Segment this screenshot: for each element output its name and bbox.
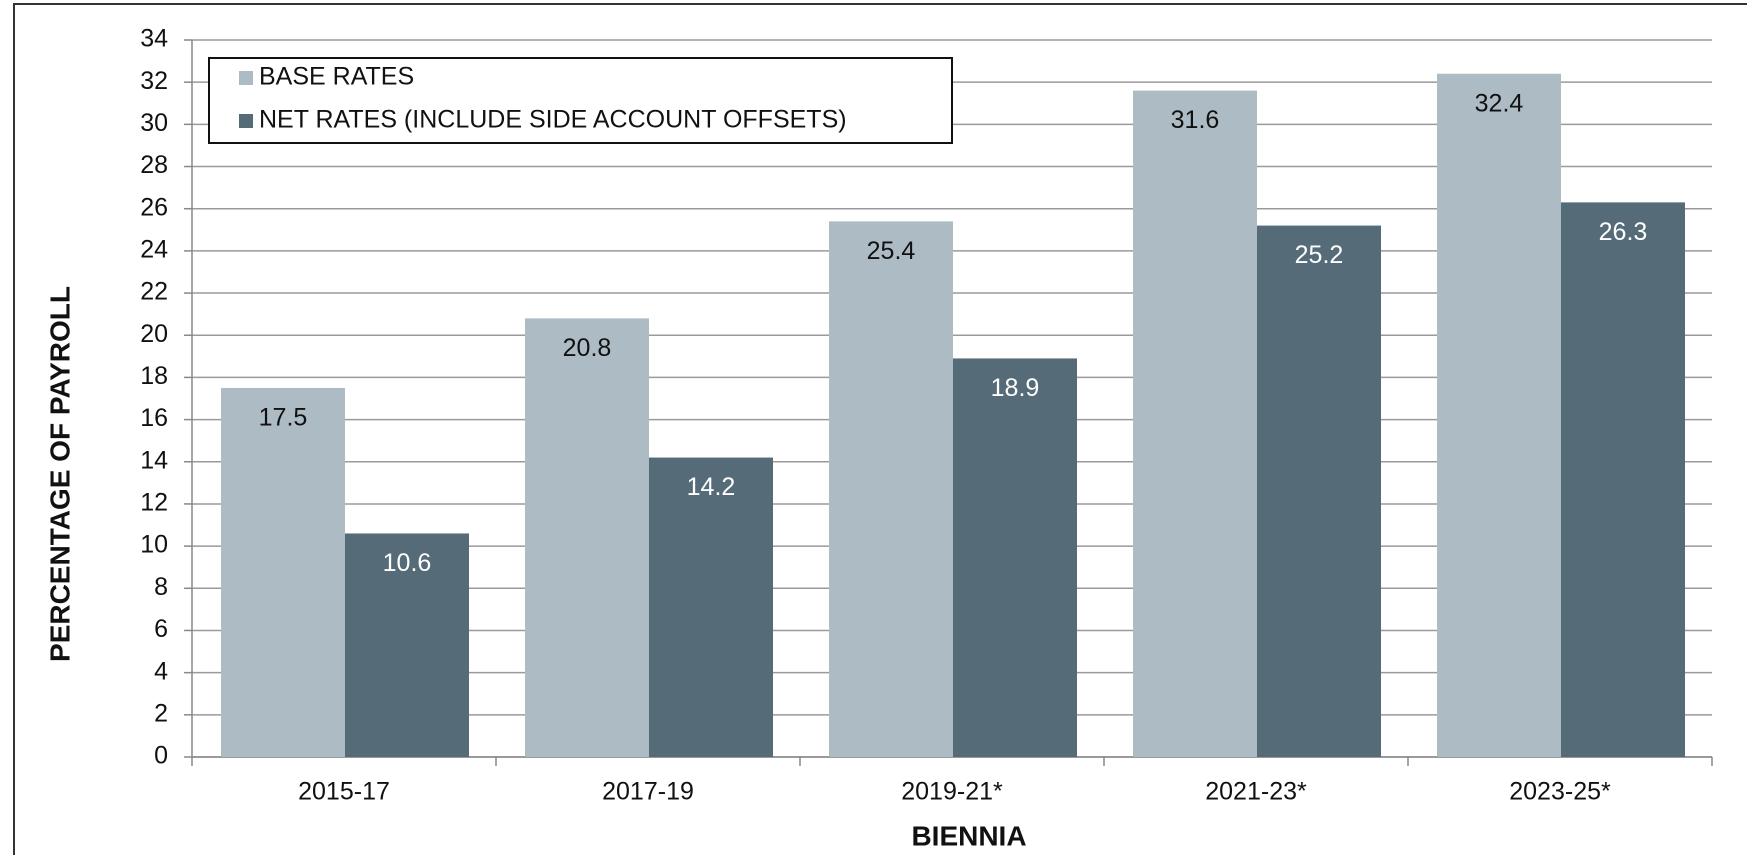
legend-label: BASE RATES: [259, 63, 414, 91]
y-tick-label: 12: [140, 489, 168, 517]
x-tick-label: 2017-19: [602, 778, 694, 806]
legend-label: NET RATES (INCLUDE SIDE ACCOUNT OFFSETS): [259, 106, 847, 134]
y-axis-label: PERCENTAGE OF PAYROLL: [44, 286, 75, 662]
data-label: 25.4: [867, 237, 916, 265]
bar: [525, 318, 649, 757]
y-tick-label: 20: [140, 320, 168, 348]
bar: [1561, 202, 1685, 758]
y-tick-label: 22: [140, 278, 168, 306]
data-label: 20.8: [563, 334, 612, 362]
y-tick-label: 28: [140, 151, 168, 179]
legend-swatch: [239, 71, 253, 85]
bar: [345, 533, 469, 757]
y-tick-label: 0: [154, 742, 168, 770]
legend-box: [208, 57, 953, 144]
data-label: 18.9: [991, 374, 1040, 402]
y-tick-label: 6: [154, 615, 168, 643]
y-tick-label: 26: [140, 193, 168, 221]
x-axis-label: BIENNIA: [911, 820, 1026, 851]
y-tick-label: 16: [140, 404, 168, 432]
data-label: 17.5: [259, 404, 308, 432]
x-tick-label: 2015-17: [298, 778, 390, 806]
bar: [1133, 90, 1257, 758]
x-tick-label: 2023-25*: [1509, 778, 1611, 806]
x-tick-label: 2019-21*: [901, 778, 1003, 806]
y-tick-label: 8: [154, 573, 168, 601]
bar: [1437, 73, 1561, 758]
data-label: 10.6: [383, 549, 432, 577]
y-tick-label: 18: [140, 362, 168, 390]
y-tick-label: 32: [140, 67, 168, 95]
y-tick-label: 24: [140, 235, 168, 263]
bar: [649, 457, 773, 757]
bar: [829, 221, 953, 757]
data-label: 26.3: [1599, 218, 1648, 246]
data-label: 32.4: [1475, 89, 1524, 117]
legend-swatch: [239, 114, 253, 128]
x-tick-label: 2021-23*: [1205, 778, 1307, 806]
data-label: 25.2: [1295, 241, 1344, 269]
frame: [13, 3, 1747, 855]
y-tick-label: 30: [140, 109, 168, 137]
bar: [221, 387, 345, 757]
y-tick-label: 4: [154, 657, 168, 685]
y-tick-label: 2: [154, 699, 168, 727]
y-tick-label: 10: [140, 531, 168, 559]
data-label: 14.2: [687, 473, 736, 501]
data-label: 31.6: [1171, 106, 1220, 134]
y-tick-label: 14: [140, 446, 168, 474]
y-tick-label: 34: [140, 25, 168, 53]
bar: [953, 358, 1077, 757]
bar: [1257, 225, 1381, 757]
